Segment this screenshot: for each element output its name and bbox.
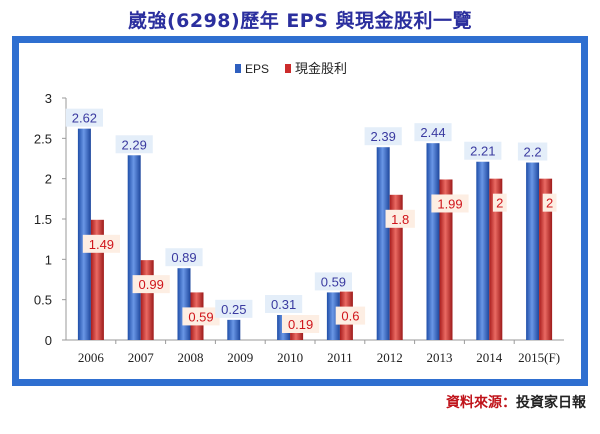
dividend-data-label: 2 [546,196,553,211]
y-tick-label: 0.5 [34,293,52,308]
dividend-label-box [542,193,557,212]
eps-data-label: 2.62 [72,111,97,126]
x-tick-label: 2012 [377,350,403,365]
dividend-label-box [182,307,220,326]
eps-bar [177,268,191,340]
eps-label-box [314,272,352,291]
dividend-bar [439,179,453,340]
legend-dividend-label: 現金股利 [295,61,347,77]
dividend-data-label: 2 [496,196,503,211]
legend-eps-label: EPS [245,62,269,76]
chart-panel: 0 0.5 1 1.5 2 2.5 3 2006 2007 2008 2009 2010 2011 201… [19,43,581,379]
x-tick-label: 2008 [178,350,204,365]
eps-data-label: 2.39 [371,129,396,144]
eps-label-box [65,108,103,127]
dividend-label-box [132,275,170,294]
y-tick-label: 1 [45,252,52,267]
x-tick-label: 2011 [327,350,353,365]
dividend-bar [539,178,553,340]
eps-label-box [364,127,402,146]
eps-data-label: 0.31 [271,297,296,312]
x-tick-label: 2013 [427,350,453,365]
dividend-data-label: 1.99 [437,196,462,211]
x-tick-label: 2014 [476,350,503,365]
dividend-label-box [431,194,469,213]
x-tick-label: 2010 [277,350,303,365]
dividend-data-label: 0.59 [188,309,213,324]
eps-bar [526,162,540,340]
dividend-label-box [282,315,320,333]
dividend-label-box [385,209,415,228]
dividend-data-label: 1.8 [391,212,409,227]
dividend-bar [489,178,503,340]
eps-label-box [265,294,303,313]
eps-data-label: 2.44 [420,125,445,140]
chart-frame: 0 0.5 1 1.5 2 2.5 3 2006 2007 2008 2009 2010 2011 201… [12,36,588,386]
eps-bar [127,155,141,340]
dividend-data-label: 0.99 [139,277,164,292]
source-label: 資料來源： [446,395,516,411]
eps-bar [227,319,241,340]
source-note: 資料來源：投資家日報 [446,392,586,412]
eps-bar [77,128,91,340]
eps-label-box [115,135,153,154]
legend-eps-swatch [235,64,241,73]
eps-bar [376,147,390,340]
source-value: 投資家日報 [516,395,586,411]
eps-data-label: 2.29 [122,137,147,152]
x-tick-label: 2006 [78,350,105,365]
eps-bar [476,161,490,340]
x-tick-label: 2015(F) [518,350,560,365]
dividend-label-box [492,193,507,212]
dividend-bar [140,260,154,340]
x-tick-label: 2009 [227,350,253,365]
eps-data-label: 0.25 [221,302,246,317]
y-tick-label: 3 [45,91,52,106]
dividend-label-box [82,234,120,253]
legend-dividend-swatch [285,64,291,73]
dividend-data-label: 0.19 [288,317,313,332]
dividend-bar [389,194,403,340]
chart-title: 崴強(6298)歷年 EPS 與現金股利一覽 [127,10,473,32]
y-tick-label: 0 [45,333,52,348]
dividend-label-box [335,306,366,325]
dividend-data-label: 0.6 [341,309,359,324]
eps-bar [426,143,440,340]
bar-chart: 0 0.5 1 1.5 2 2.5 3 2006 2007 2008 2009 2010 2011 201… [34,61,564,365]
x-tick-label: 2007 [128,350,155,365]
y-tick-label: 1.5 [34,212,52,227]
eps-data-label: 0.59 [321,274,346,289]
eps-label-box [215,299,253,318]
eps-label-box [464,141,502,160]
dividend-data-label: 1.49 [89,237,114,252]
eps-data-label: 2.2 [524,145,542,160]
eps-data-label: 2.21 [470,144,495,159]
eps-label-box [414,123,452,142]
eps-data-label: 0.89 [171,250,196,265]
y-tick-label: 2.5 [34,131,52,146]
eps-bar [326,292,340,340]
eps-label-box [517,142,548,161]
eps-label-box [165,248,203,267]
y-tick-label: 2 [45,172,52,187]
